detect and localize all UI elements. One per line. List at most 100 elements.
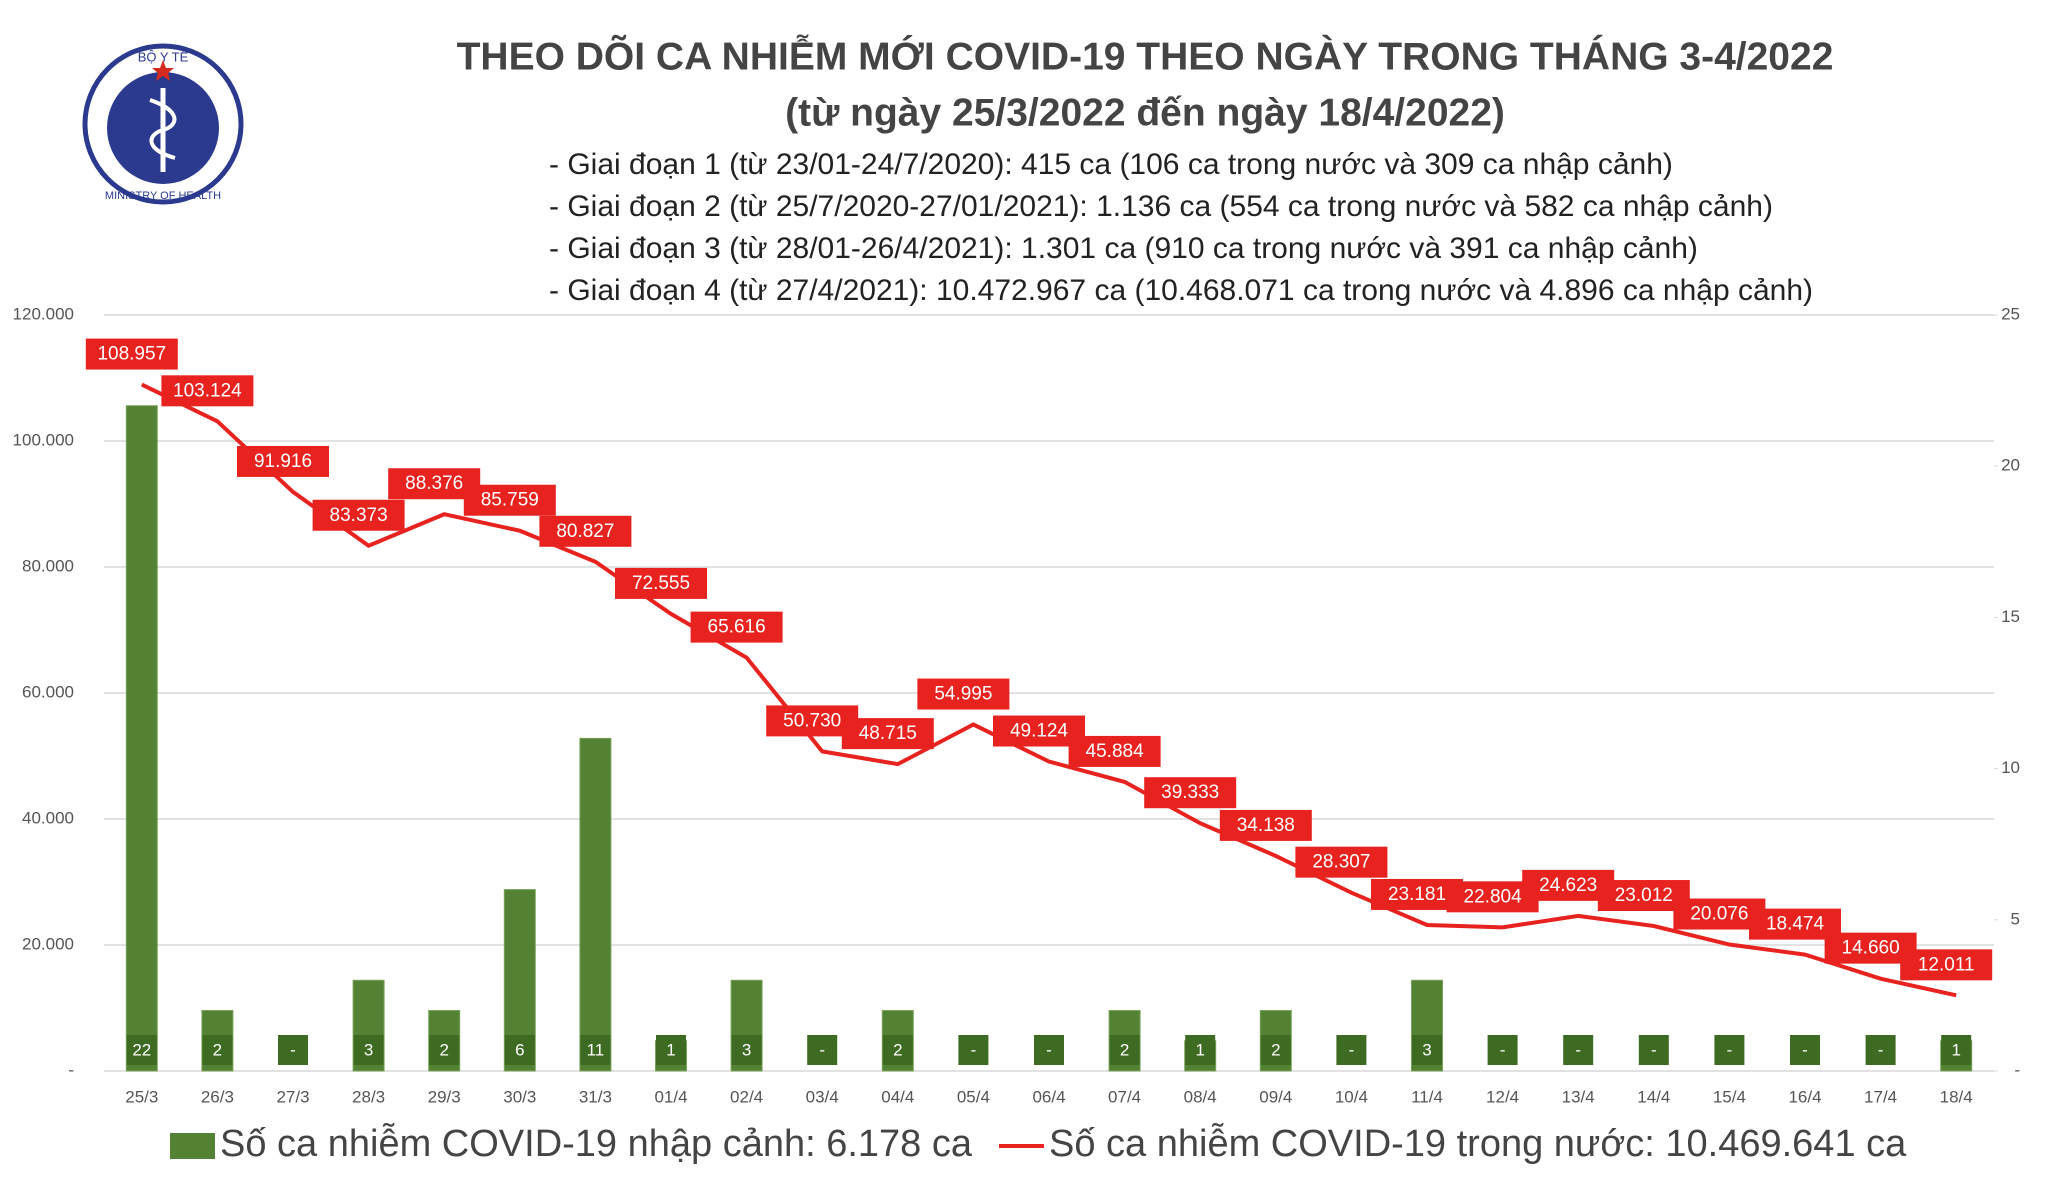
bar-value-label: 3 [1422,1040,1431,1059]
x-tick-label: 11/4 [1411,1087,1443,1106]
annotation: - Giai đoạn 1 (từ 23/01-24/7/2020): 415 … [549,148,1673,181]
y-tick-label: - [68,1060,74,1079]
legend-label: Số ca nhiễm COVID-19 nhập cảnh: 6.178 ca [220,1122,973,1165]
x-tick-label: 02/4 [730,1087,763,1106]
data-label: 72.555 [632,573,690,594]
bar-value-label: - [971,1040,977,1059]
bar-label-box [1260,1035,1291,1065]
bar-label-box [656,1035,686,1065]
bar-label-box [202,1035,233,1065]
bar-label-box [1563,1035,1594,1065]
bar-value-label: 6 [515,1040,524,1059]
bar-value-label: 2 [893,1040,902,1059]
bar-value-label: 1 [1951,1040,1960,1059]
data-label-box [1219,809,1312,841]
bar-value-label: 3 [364,1040,373,1059]
x-tick-label: 01/4 [654,1087,687,1106]
annotation: - Giai đoạn 4 (từ 27/4/2021): 10.472.967… [549,274,1813,307]
bar-value-label: 22 [132,1040,151,1059]
x-tick-label: 09/4 [1259,1087,1292,1106]
data-label: 54.995 [934,684,992,705]
bar-value-label: - [1878,1040,1884,1059]
x-tick-label: 17/4 [1864,1087,1897,1106]
annotation: - Giai đoạn 2 (từ 25/7/2020-27/01/2021):… [549,190,1773,223]
y2-tick-label: 10 [2001,758,2020,777]
bar-label-box [731,1035,762,1065]
x-tick-label: 29/3 [428,1087,461,1106]
y-tick-label: 120.000 [13,304,74,323]
bar-value-label: - [1349,1040,1355,1059]
bar-label-box [1412,1035,1442,1065]
bar-value-label: 1 [666,1040,675,1059]
data-label-box [690,611,783,643]
x-tick-label: 25/3 [125,1087,158,1106]
bar-value-label: - [1651,1040,1657,1059]
bar-label-box [1185,1035,1216,1065]
data-label-box [1900,949,1993,981]
x-tick-label: 28/3 [352,1087,385,1106]
bar-value-label: 1 [1195,1040,1204,1059]
x-tick-label: 18/4 [1940,1087,1973,1106]
y2-tick-label: - [2014,1060,2020,1079]
bar-value-label: 2 [213,1040,222,1059]
bar-value-label: - [1500,1040,1506,1059]
x-tick-label: 10/4 [1335,1087,1368,1106]
data-label: 45.884 [1086,741,1145,762]
bar-value-label: - [290,1040,296,1059]
bar-label-box [807,1035,838,1065]
bar-value-label: - [1575,1040,1581,1059]
data-label-box [1295,846,1388,878]
bar-value-label: - [1046,1040,1052,1059]
logo-top: BỘ Y TẾ [138,49,189,64]
x-tick-label: 26/3 [201,1087,234,1106]
data-label: 20.076 [1690,904,1748,925]
data-label: 80.827 [556,521,614,542]
x-tick-label: 05/4 [957,1087,990,1106]
data-label-box [161,375,254,407]
line [140,382,1957,998]
data-label: 91.916 [254,451,312,472]
x-tick-label: 08/4 [1184,1087,1217,1106]
y2-tick-label: 15 [2001,607,2020,626]
data-label: 18.474 [1766,914,1825,935]
data-label-box [312,499,405,531]
bar [125,405,158,1072]
bar-value-label: 3 [742,1040,751,1059]
data-label-box [237,445,329,477]
data-label-box [1144,777,1237,809]
bar-label-box [1487,1035,1518,1065]
data-label: 65.616 [708,617,766,638]
x-tick-label: 13/4 [1562,1087,1595,1106]
bar-label-box [1941,1035,1972,1065]
data-label: 28.307 [1312,852,1370,873]
x-tick-label: 12/4 [1486,1087,1519,1106]
bar-label-box [429,1035,460,1065]
x-tick-label: 15/4 [1713,1087,1746,1106]
bar-label-box [1336,1035,1367,1065]
data-label: 49.124 [1010,721,1069,742]
x-tick-label: 07/4 [1108,1087,1141,1106]
x-tick-label: 14/4 [1637,1087,1670,1106]
bar-value-label: 2 [1271,1040,1280,1059]
bar-value-label: - [819,1040,825,1059]
x-tick-label: 31/3 [579,1087,612,1106]
data-label: 48.715 [859,723,917,744]
y-tick-label: 20.000 [22,934,74,953]
y-tick-label: 60.000 [22,682,74,701]
bar-label-box [1109,1035,1140,1065]
bar-label-box [1790,1035,1820,1065]
bar-label-box [1714,1035,1745,1065]
bar-value-label: - [1802,1040,1808,1059]
x-tick-label: 04/4 [881,1087,914,1106]
bar-value-label: 11 [587,1040,605,1059]
data-label-box [615,567,707,599]
x-tick-label: 30/3 [503,1087,536,1106]
bar-label-box [353,1035,384,1065]
logo-bottom: MINISTRY OF HEALTH [105,190,221,202]
bar-label-box [1638,1035,1669,1065]
data-label-box [917,678,1010,710]
data-label: 103.124 [173,380,242,401]
y-tick-label: 100.000 [13,430,74,449]
bar-value-label: - [1727,1040,1733,1059]
bar-label-box [882,1035,913,1065]
